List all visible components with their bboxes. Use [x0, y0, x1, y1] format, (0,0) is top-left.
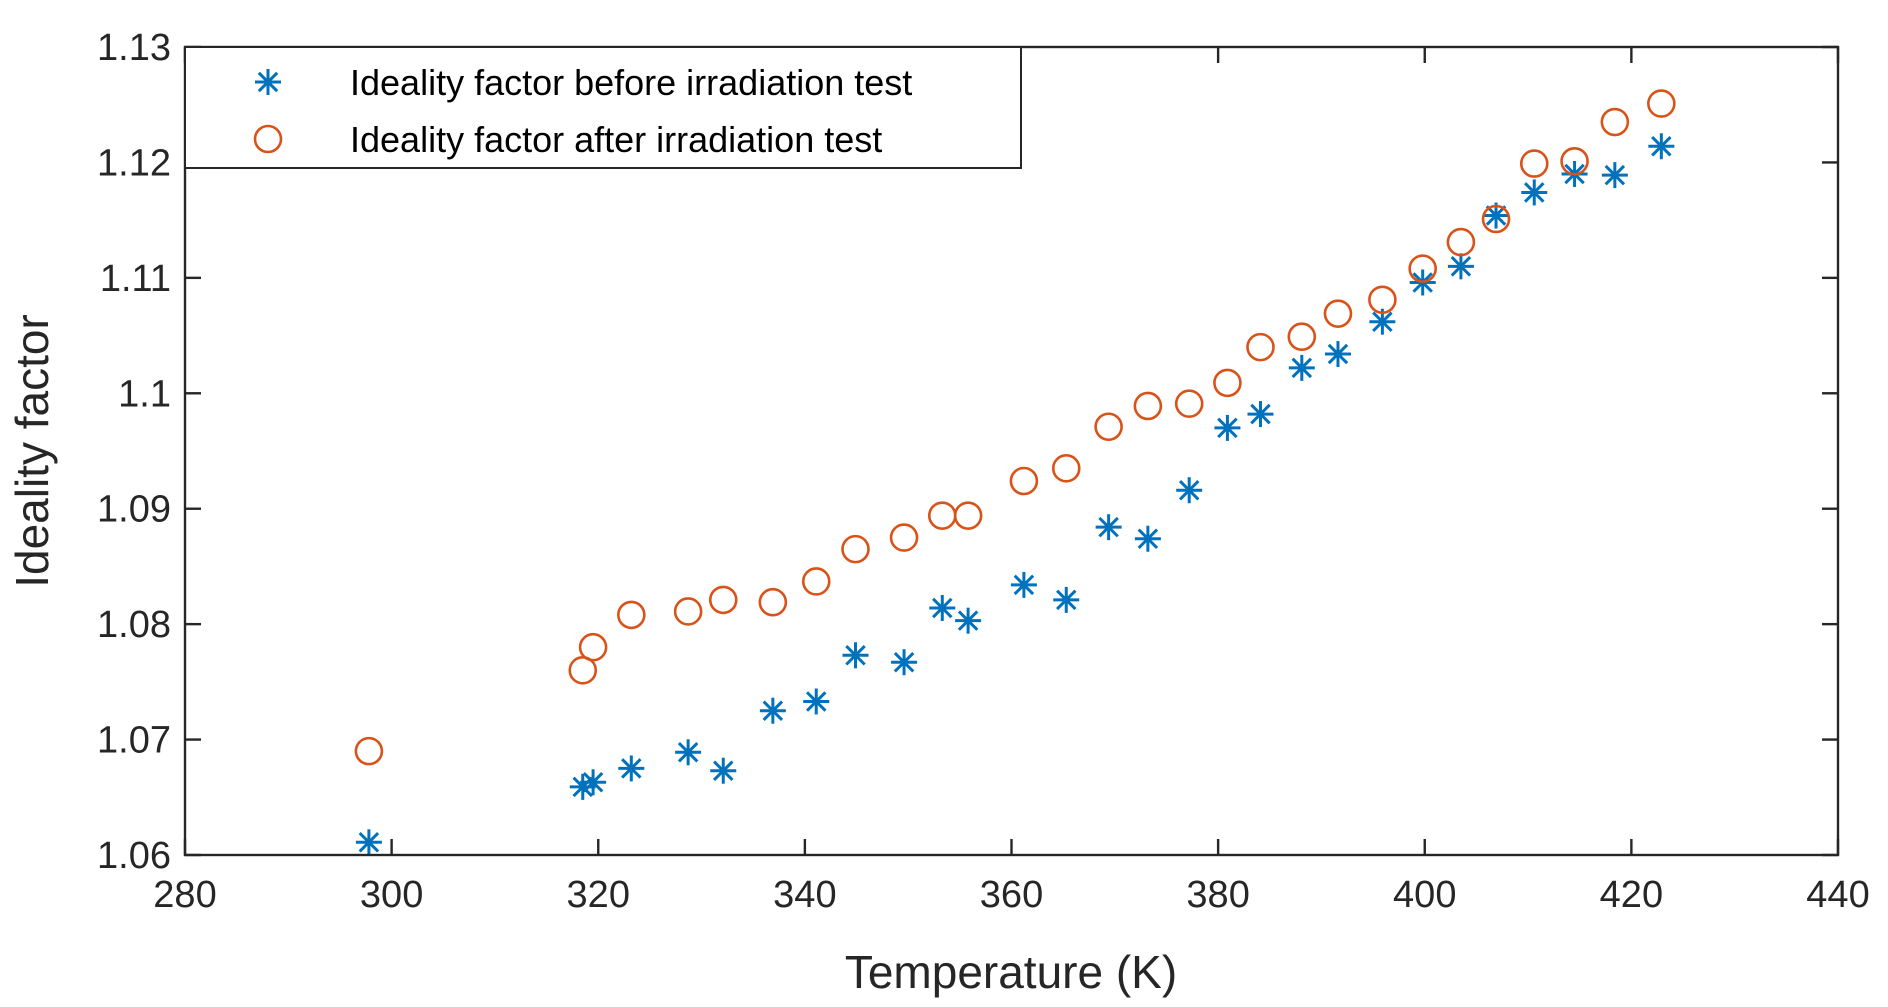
x-tick-label: 280 — [153, 874, 216, 916]
data-point-after — [673, 597, 703, 626]
y-tick-label: 1.08 — [97, 604, 171, 646]
data-point-before — [1521, 179, 1548, 206]
x-tick-label: 320 — [567, 874, 630, 916]
data-point-before — [1648, 133, 1675, 160]
data-point-after — [1647, 89, 1676, 118]
data-point-before — [955, 607, 982, 634]
data-point-before — [355, 829, 382, 856]
data-point-after — [578, 632, 608, 662]
y-tick-label: 1.11 — [100, 258, 171, 300]
data-point-before — [1247, 401, 1274, 428]
data-point-after — [568, 656, 598, 685]
data-point-after — [1051, 454, 1081, 483]
data-point-after — [1560, 146, 1589, 176]
data-point-after — [889, 523, 919, 552]
data-point-after — [617, 600, 646, 630]
y-axis-title: Ideality factor — [6, 314, 58, 588]
data-marks — [354, 89, 1676, 856]
data-point-before — [1010, 571, 1037, 598]
data-point-after — [1519, 149, 1549, 178]
y-tick-label: 1.1 — [118, 373, 171, 415]
data-point-before — [891, 649, 918, 676]
legend-symbol-asterisk — [255, 69, 281, 95]
data-point-before — [675, 739, 702, 766]
x-tick-label: 300 — [360, 874, 423, 916]
data-point-before — [1053, 586, 1080, 613]
data-point-after — [1368, 285, 1397, 315]
data-point-after — [1408, 254, 1437, 283]
data-point-after — [1481, 204, 1511, 234]
data-point-before — [929, 594, 956, 621]
x-tick-label: 440 — [1806, 874, 1869, 916]
data-point-after — [953, 501, 983, 530]
data-point-before — [1176, 477, 1203, 504]
data-point-after — [1246, 332, 1275, 362]
data-point-after — [801, 567, 831, 596]
data-point-after — [1213, 368, 1242, 398]
legend: Ideality factor before irradiation test … — [184, 46, 1022, 169]
y-tick-label: 1.07 — [97, 720, 171, 762]
data-point-after — [841, 534, 870, 564]
y-tick-label: 1.13 — [97, 27, 171, 69]
data-point-after — [1009, 466, 1039, 496]
x-axis-title: Temperature (K) — [845, 946, 1177, 998]
data-point-after — [1600, 107, 1630, 137]
data-point-before — [842, 642, 869, 669]
legend-label-before: Ideality factor before irradiation test — [350, 62, 912, 103]
data-point-after — [758, 587, 788, 617]
data-point-after — [354, 736, 384, 766]
data-point-before — [1601, 162, 1628, 189]
x-tick-label: 340 — [773, 874, 836, 916]
data-point-before — [759, 697, 786, 724]
data-point-after — [1174, 389, 1204, 418]
data-point-before — [1447, 253, 1474, 280]
data-point-before — [569, 773, 596, 800]
legend-box — [184, 46, 1022, 169]
legend-label-after: Ideality factor after irradiation test — [350, 119, 882, 160]
series-after-irradiation — [354, 89, 1676, 766]
x-tick-label: 420 — [1600, 874, 1663, 916]
x-tick-label: 360 — [980, 874, 1043, 916]
data-point-after — [1133, 391, 1163, 421]
data-point-before — [1095, 514, 1122, 541]
data-point-after — [1323, 299, 1353, 328]
y-tick-label: 1.12 — [97, 142, 171, 184]
y-tick-label: 1.09 — [97, 489, 171, 531]
data-point-before — [580, 769, 607, 796]
data-point-after — [1094, 412, 1123, 442]
axis-tick-labels: 280 300 320 340 360 380 400 420 440 1.06 1.07 1.08 1… — [97, 27, 1870, 916]
data-point-before — [803, 688, 830, 715]
data-point-after — [1287, 322, 1317, 352]
series-before-irradiation — [355, 133, 1675, 856]
data-point-before — [1324, 341, 1351, 368]
data-point-before — [1288, 354, 1315, 381]
x-tick-label: 380 — [1186, 874, 1249, 916]
legend-symbols — [253, 69, 283, 154]
data-point-before — [1134, 525, 1161, 552]
data-point-after — [1446, 227, 1476, 257]
data-point-before — [618, 755, 645, 782]
axis-ticks — [183, 45, 1840, 857]
y-tick-label: 1.06 — [97, 835, 171, 877]
legend-symbol-circle — [253, 124, 283, 154]
data-point-before — [710, 757, 737, 784]
x-tick-label: 400 — [1393, 874, 1456, 916]
data-point-before — [1214, 414, 1241, 441]
data-point-after — [708, 585, 738, 615]
